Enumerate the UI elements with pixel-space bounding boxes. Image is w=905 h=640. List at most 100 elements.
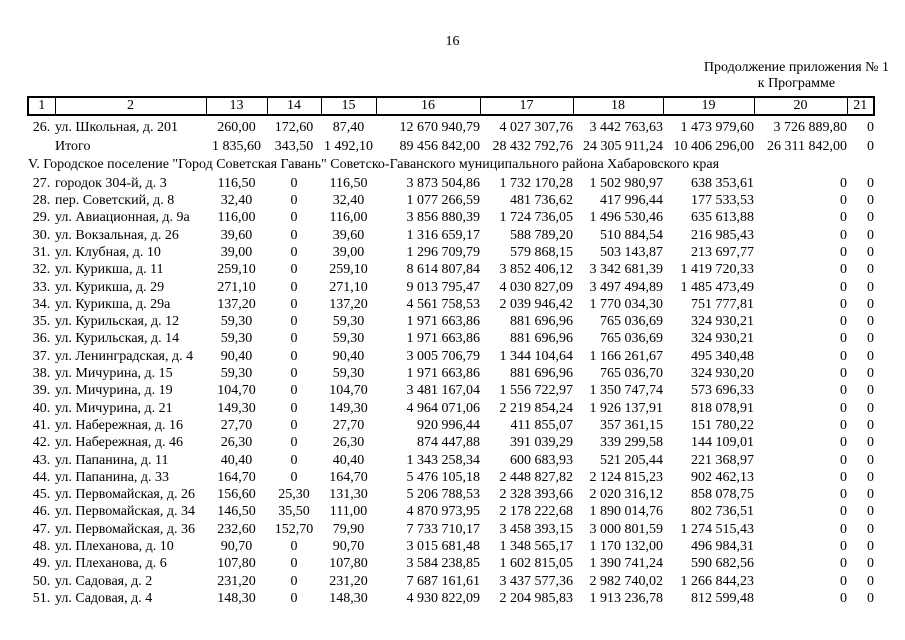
cell-col-21: 0 [867, 487, 874, 503]
cell-col-19: 812 599,48 [691, 590, 754, 606]
cell-col-15: 90,40 [332, 348, 365, 364]
cell-col-16: 4 964 071,06 [406, 400, 481, 416]
cell-row-number: 35. [32, 314, 51, 330]
cell-col-13: 59,30 [220, 314, 253, 330]
cell-row-number: 44. [32, 469, 51, 485]
cell-col-16: 4 561 758,53 [406, 296, 481, 312]
table-column-number-row: 1 2 13 14 15 16 17 18 19 20 21 [27, 96, 875, 116]
cell-col-15: 39,00 [332, 244, 365, 260]
cell-col-21: 0 [867, 521, 874, 537]
cell-col-17: 3 437 577,36 [499, 573, 574, 589]
cell-col-13: 146,50 [217, 504, 256, 520]
cell-col-21: 0 [867, 590, 874, 606]
cell-row-number: 46. [32, 504, 51, 520]
table-row: 38. ул. Мичурина, д. 15 59,30 0 59,30 1 971 6… [28, 365, 874, 382]
cell-col-19: 151 780,22 [691, 417, 754, 433]
cell-col-17: 1 348 565,17 [499, 539, 574, 555]
cell-row-number: 33. [32, 279, 51, 295]
cell-col-17: 588 789,20 [510, 227, 573, 243]
cell-col-17: 881 696,96 [510, 331, 573, 347]
cell-col-16: 4 930 822,09 [406, 590, 481, 606]
cell-col-14: 0 [290, 452, 298, 468]
cell-col-16: 89 456 842,00 [399, 138, 481, 154]
cell-col-14: 0 [290, 348, 298, 364]
cell-col-20: 0 [840, 504, 847, 520]
cell-col-13: 104,70 [217, 383, 256, 399]
cell-col-16: 3 873 504,86 [406, 175, 481, 191]
cell-col-20: 0 [840, 193, 847, 209]
cell-col-16: 3 481 167,04 [406, 383, 481, 399]
cell-col-21: 0 [867, 400, 874, 416]
cell-col-21: 0 [867, 279, 874, 295]
table-row: 28. пер. Советский, д. 8 32,40 0 32,40 1 077 … [28, 192, 874, 209]
cell-col-21: 0 [867, 314, 874, 330]
cell-col-15: 116,00 [329, 210, 368, 226]
cell-address: ул. Вокзальная, д. 26 [55, 227, 179, 243]
cell-col-13: 116,50 [217, 175, 256, 191]
table-row: 32. ул. Курикша, д. 11 259,10 0 259,10 8 614 … [28, 261, 874, 278]
cell-col-17: 411 855,07 [510, 417, 573, 433]
cell-col-14: 0 [290, 279, 298, 295]
cell-col-20: 0 [840, 400, 847, 416]
table-row: 34. ул. Курикша, д. 29а 137,20 0 137,20 4 561… [28, 296, 874, 313]
cell-col-15: 107,80 [329, 556, 368, 572]
cell-col-19: 638 353,61 [691, 175, 754, 191]
cell-address: ул. Курильская, д. 12 [55, 314, 180, 330]
cell-col-17: 4 030 827,09 [499, 279, 574, 295]
cell-address: ул. Мичурина, д. 19 [55, 383, 173, 399]
cell-row-number: 27. [32, 175, 51, 191]
cell-col-18: 1 350 747,74 [589, 383, 664, 399]
cell-col-19: 1 485 473,49 [680, 279, 755, 295]
cell-col-16: 5 206 788,53 [406, 487, 481, 503]
cell-col-21: 0 [867, 175, 874, 191]
cell-col-21: 0 [867, 331, 874, 347]
cell-address: ул. Садовая, д. 2 [55, 573, 153, 589]
cell-col-21: 0 [867, 138, 874, 154]
cell-col-17: 2 328 393,66 [499, 487, 574, 503]
cell-col-18: 1 926 137,91 [589, 400, 664, 416]
column-header-16: 16 [375, 96, 481, 116]
cell-col-20: 0 [840, 262, 847, 278]
cell-col-16: 9 013 795,47 [406, 279, 481, 295]
cell-col-13: 27,70 [220, 417, 253, 433]
cell-col-17: 1 724 736,05 [499, 210, 574, 226]
table-row: 30. ул. Вокзальная, д. 26 39,60 0 39,60 1 316… [28, 227, 874, 244]
cell-col-14: 0 [290, 539, 298, 555]
table-row: 41. ул. Набережная, д. 16 27,70 0 27,70 920 9… [28, 417, 874, 434]
cell-col-21: 0 [867, 435, 874, 451]
cell-col-21: 0 [867, 539, 874, 555]
cell-col-13: 40,40 [220, 452, 253, 468]
cell-col-18: 765 036,69 [600, 331, 663, 347]
cell-col-14: 0 [290, 573, 298, 589]
cell-address: ул. Папанина, д. 11 [55, 452, 169, 468]
cell-col-13: 59,30 [220, 366, 253, 382]
cell-col-17: 881 696,96 [510, 314, 573, 330]
cell-col-21: 0 [867, 227, 874, 243]
cell-col-13: 260,00 [217, 120, 256, 135]
table-row: 51. ул. Садовая, д. 4 148,30 0 148,30 4 930 8… [28, 590, 874, 607]
cell-col-18: 357 361,15 [600, 417, 663, 433]
cell-col-15: 148,30 [329, 590, 368, 606]
cell-col-16: 1 971 663,86 [406, 366, 481, 382]
cell-address: городок 304-й, д. 3 [55, 175, 167, 191]
page-number: 16 [445, 34, 460, 49]
cell-col-15: 59,30 [332, 314, 365, 330]
appendix-continuation-line1: Продолжение приложения № 1 [703, 60, 889, 75]
cell-col-19: 1 274 515,43 [680, 521, 755, 537]
cell-col-21: 0 [867, 573, 874, 589]
cell-col-20: 0 [840, 590, 847, 606]
cell-col-13: 232,60 [217, 521, 256, 537]
cell-col-20: 0 [840, 366, 847, 382]
cell-address: ул. Ленинградская, д. 4 [55, 348, 194, 364]
cell-address: ул. Папанина, д. 33 [55, 469, 170, 485]
cell-col-20: 3 726 889,80 [773, 120, 848, 135]
column-header-18: 18 [572, 96, 664, 116]
cell-col-21: 0 [867, 348, 874, 364]
cell-col-21: 0 [867, 120, 874, 135]
cell-col-21: 0 [867, 244, 874, 260]
cell-col-21: 0 [867, 210, 874, 226]
cell-col-19: 802 736,51 [691, 504, 754, 520]
cell-row-number: 28. [32, 193, 51, 209]
cell-col-18: 24 305 911,24 [583, 138, 663, 154]
cell-col-13: 90,70 [220, 539, 253, 555]
